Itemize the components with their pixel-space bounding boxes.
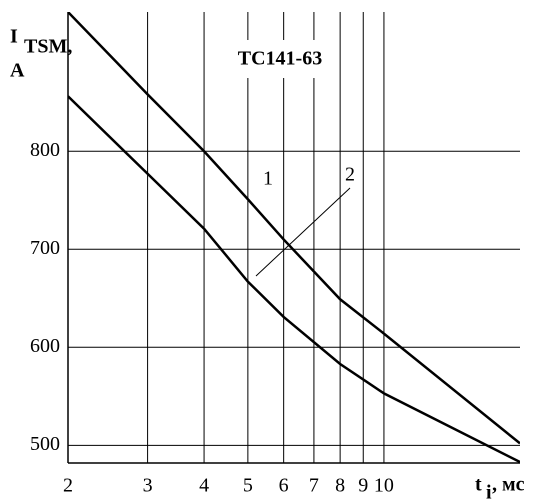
x-label-unit: , мс — [492, 474, 525, 496]
x-tick-label: 3 — [143, 475, 153, 497]
y-label-unit: A — [10, 60, 25, 82]
x-tick-label: 4 — [199, 475, 209, 497]
curve — [68, 95, 520, 463]
x-tick-label: 5 — [243, 475, 253, 497]
x-label-sub: i — [486, 482, 492, 503]
title-box — [224, 40, 336, 78]
x-tick-label: 8 — [335, 475, 345, 497]
curve-label: 1 — [263, 168, 273, 190]
x-tick-label: 9 — [358, 475, 368, 497]
y-tick-label: 800 — [30, 139, 60, 161]
y-tick-label: 700 — [30, 237, 60, 259]
x-tick-label: 2 — [63, 475, 73, 497]
x-label: t — [475, 474, 482, 496]
x-tick-label: 7 — [309, 475, 319, 497]
curve — [68, 12, 520, 445]
y-label-sub: TSM, — [24, 36, 72, 58]
x-tick-label: 10 — [374, 475, 394, 497]
y-tick-label: 500 — [30, 433, 60, 455]
chart-title: ТС141-63 — [238, 48, 322, 70]
x-tick-label: 6 — [279, 475, 289, 497]
leader-line — [255, 187, 351, 277]
curve-label: 2 — [345, 164, 355, 186]
y-label: I — [10, 26, 18, 48]
y-tick-label: 600 — [30, 335, 60, 357]
